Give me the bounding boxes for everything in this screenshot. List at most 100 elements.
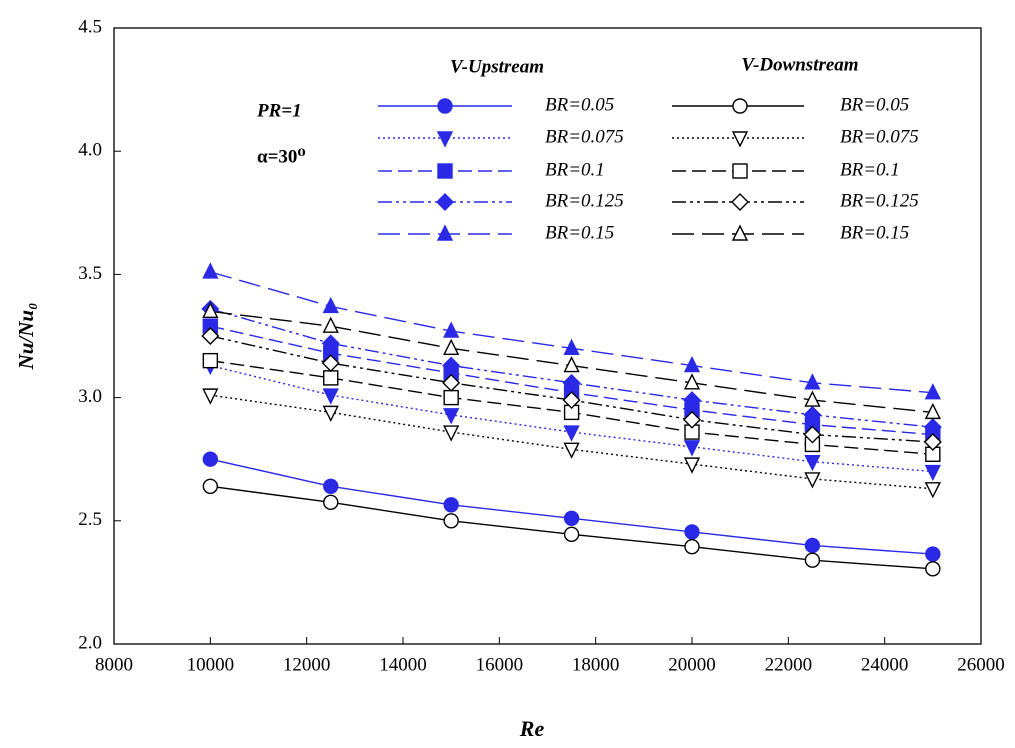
data-point [442,356,461,375]
data-point [443,425,460,442]
data-point [443,321,460,338]
x-axis-title: Re [519,716,545,741]
data-point [563,338,580,356]
data-point [202,262,219,279]
data-point [322,405,339,422]
data-point [924,383,941,400]
data-point [202,388,219,405]
legend-marker [436,193,454,211]
data-point [202,301,219,319]
plot-frame [113,27,982,645]
data-point [563,425,580,442]
legend-label: BR=0.075 [840,126,919,147]
data-point [563,510,580,527]
data-point [323,478,339,495]
data-point [684,524,700,540]
data-point [923,432,942,451]
y-tick-label: 2.5 [78,509,102,530]
data-point [562,373,581,392]
legend-label: BR=0.15 [545,222,614,243]
x-tick-label: 10000 [187,654,235,675]
legend-marker [437,98,453,114]
data-point [683,457,701,474]
data-point [803,405,822,424]
x-tick-label: 26000 [957,654,1005,675]
legend-label: BR=0.075 [545,126,624,147]
legend-marker [732,98,748,114]
y-tick-label: 2.0 [78,632,102,653]
data-point [202,352,219,369]
legend-title: V-Upstream [450,56,544,77]
data-point [442,373,461,392]
data-point [924,402,941,420]
data-point [443,338,460,356]
data-point [443,389,459,406]
data-point [925,561,941,577]
x-tick-label: 20000 [668,654,716,675]
data-point [684,538,700,555]
x-tick-label: 22000 [765,654,813,675]
data-point [804,373,821,390]
data-point [562,391,581,410]
legend-label: BR=0.125 [545,190,624,211]
legend-label: BR=0.15 [840,222,909,243]
x-tick-label: 18000 [572,654,620,675]
annotation: PR=1 [256,100,302,121]
y-tick-label: 3.5 [78,263,102,284]
data-point [925,546,941,562]
data-point [443,408,460,425]
data-point [322,316,339,333]
legend-title: V-Downstream [741,54,858,75]
legend-marker [732,163,748,179]
y-tick-label: 4.5 [78,16,102,37]
x-tick-label: 12000 [283,654,331,675]
data-point [321,334,340,353]
data-point [321,354,340,373]
annotation: α=30⁰ [257,146,306,167]
data-point [683,391,701,410]
data-point [323,370,339,386]
x-tick-label: 16000 [476,654,524,675]
data-point [202,478,219,495]
data-point [323,494,339,511]
legend-label: BR=0.1 [545,159,605,180]
data-point [804,552,821,568]
data-point [443,513,459,529]
x-tick-label: 24000 [861,654,909,675]
data-point [563,356,580,373]
legend-label: BR=0.05 [545,94,614,115]
legend-label: BR=0.125 [840,190,919,211]
data-point [683,373,701,390]
data-point [563,442,580,459]
data-point [443,497,459,513]
x-tick-label: 8000 [95,654,133,675]
legend-marker [731,131,749,148]
data-point [202,451,219,467]
data-point [322,388,339,405]
data-point [683,356,701,373]
legend-marker [437,163,453,179]
y-tick-label: 3.0 [78,386,102,407]
data-point [804,537,821,554]
legend-marker [436,224,454,241]
data-point [322,296,339,314]
legend-label: BR=0.1 [840,159,900,180]
legend-marker [436,131,454,148]
data-point [803,425,822,444]
data-point [563,526,580,543]
y-tick-label: 4.0 [78,140,102,161]
legend-marker [731,224,749,241]
data-point [924,464,941,482]
data-point [804,390,821,407]
legend-marker [731,193,749,211]
data-point [683,440,701,457]
x-tick-label: 14000 [379,654,427,675]
data-point [924,482,941,499]
data-point [201,327,220,345]
data-point [804,472,821,489]
legend-label: BR=0.05 [840,94,909,115]
data-point [804,454,821,472]
data-point [683,410,701,429]
